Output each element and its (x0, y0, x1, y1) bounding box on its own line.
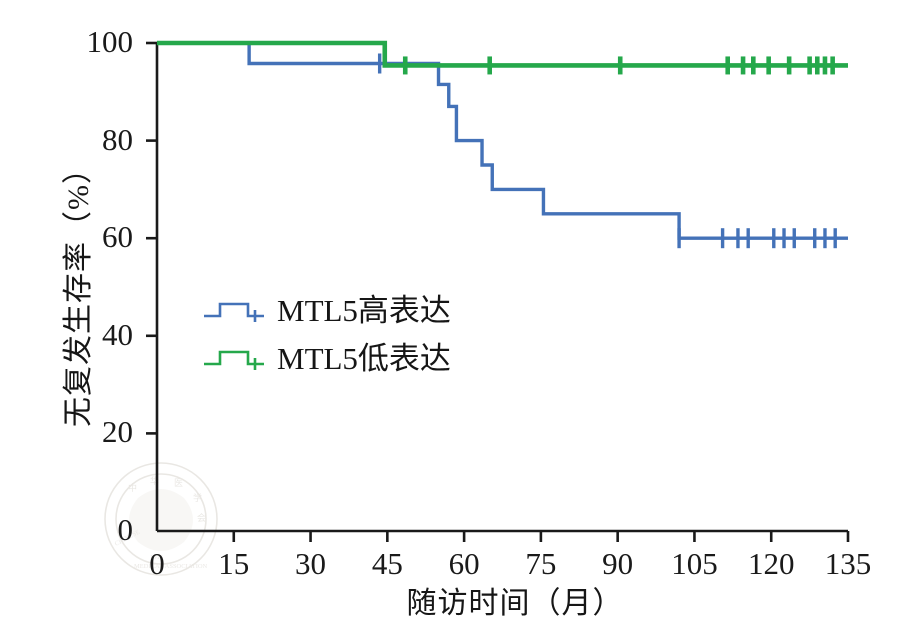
y-axis-ticks (146, 41, 157, 435)
legend-key-low-expression (204, 350, 264, 370)
legend-label-high-expression: MTL5高表达 (277, 292, 451, 328)
censoring-marks (377, 53, 837, 249)
chart-legend: MTL5高表达 MTL5低表达 (203, 286, 451, 382)
y-tick-label: 20 (102, 414, 133, 450)
x-tick-label: 90 (602, 546, 634, 581)
x-tick-label: 105 (671, 546, 718, 581)
x-tick-label: 135 (824, 546, 872, 581)
axis-lines (155, 43, 848, 533)
legend-item-low: MTL5低表达 (203, 334, 451, 382)
y-tick-label: 100 (86, 24, 134, 59)
legend-label-low-expression: MTL5低表达 (277, 340, 451, 376)
legend-item-high: MTL5高表达 (203, 286, 451, 334)
x-tick-label: 75 (525, 546, 557, 581)
x-tick-label: 45 (371, 546, 403, 581)
x-tick-label: 30 (295, 546, 327, 581)
x-tick-label: 0 (149, 546, 165, 581)
x-axis-ticks (232, 531, 850, 542)
y-tick-label: 60 (102, 219, 133, 255)
x-tick-label: 15 (218, 546, 250, 581)
x-axis-title: 随访时间（月） (406, 587, 624, 620)
survival-step-line (157, 40, 848, 68)
x-tick-label: 60 (448, 546, 480, 581)
legend-key-high-expression (204, 302, 264, 322)
y-tick-label: 80 (102, 121, 133, 157)
y-tick-label: 0 (117, 512, 134, 547)
y-axis-title: 无复发生存率（%） (62, 153, 95, 427)
y-tick-label: 40 (102, 316, 133, 352)
x-tick-label: 120 (747, 546, 795, 581)
